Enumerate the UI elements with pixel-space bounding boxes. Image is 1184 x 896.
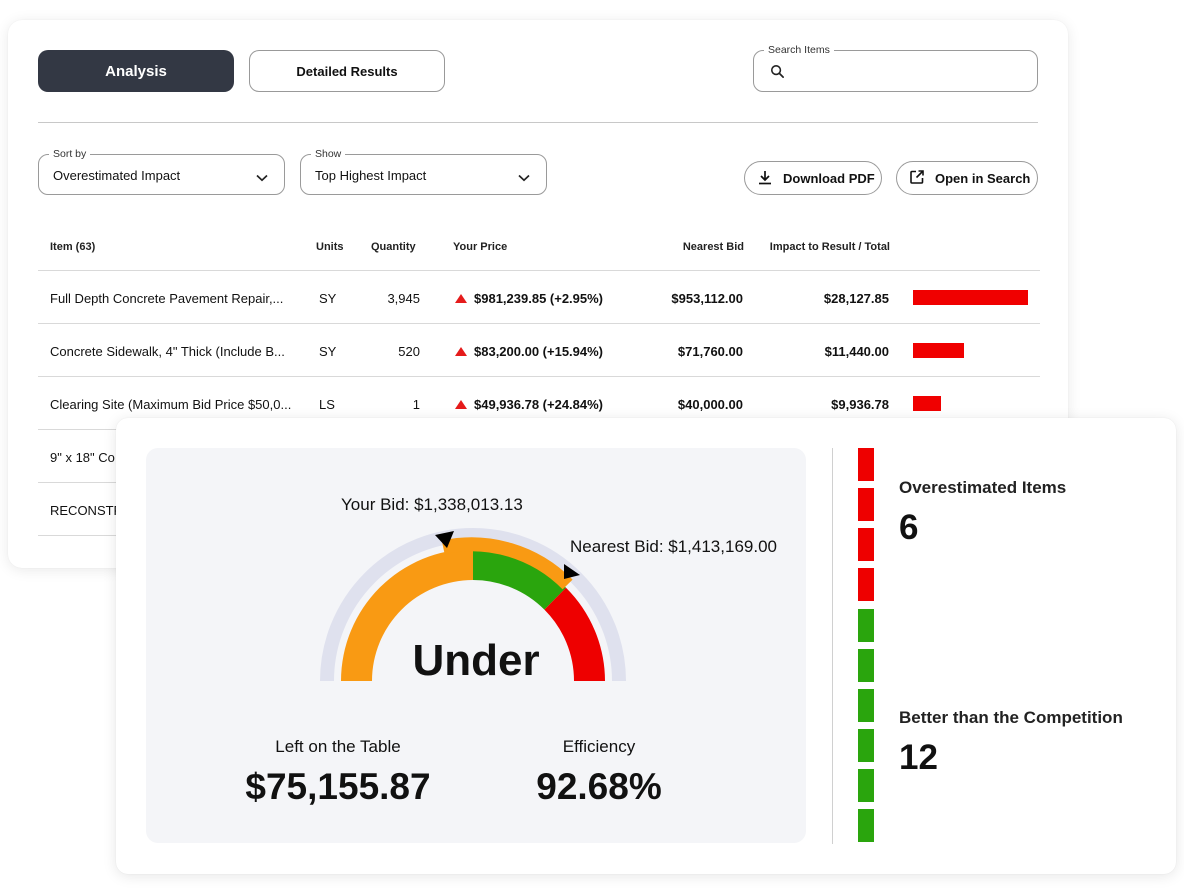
search-icon [770, 64, 785, 84]
impact-value: $28,127.85 [823, 291, 889, 306]
column-header-impact[interactable]: Impact to Result / Total [769, 241, 890, 253]
chevron-down-icon [256, 169, 268, 187]
impact-value: $11,440.00 [824, 344, 889, 359]
item-name: 9" x 18" Co [50, 450, 115, 465]
overestimated-items-value: 6 [899, 508, 919, 547]
better-than-competition-value: 12 [899, 738, 938, 777]
download-pdf-button[interactable]: Download PDF [744, 161, 882, 195]
gauge-under-segment [341, 549, 473, 681]
summary-card: Your Bid: $1,338,013.13 Nearest Bid: $1,… [116, 418, 1176, 874]
your-price: $83,200.00 (+15.94%) [455, 344, 603, 359]
column-header-quantity[interactable]: Quantity [371, 241, 416, 253]
impact-bar [913, 343, 964, 358]
item-name: Full Depth Concrete Pavement Repair,... [50, 291, 284, 306]
gauge-your-bid-band [441, 537, 573, 590]
item-units: SY [319, 291, 337, 306]
download-icon [757, 169, 783, 188]
show-value: Top Highest Impact [315, 168, 427, 183]
better-than-competition-label: Better than the Competition [899, 708, 1123, 727]
sort-by-select[interactable]: Sort by Overestimated Impact [38, 148, 285, 195]
open-in-search-button[interactable]: Open in Search [896, 161, 1038, 195]
left-on-table-label: Left on the Table [275, 737, 401, 756]
overestimated-items-label: Overestimated Items [899, 478, 1067, 497]
your-bid-marker [435, 531, 454, 548]
your-bid-label: Your Bid: $1,338,013.13 [341, 495, 523, 514]
vertical-divider [832, 448, 833, 844]
sort-by-value: Overestimated Impact [53, 168, 181, 183]
nearest-bid: $953,112.00 [671, 291, 743, 306]
item-name: Clearing Site (Maximum Bid Price $50,0..… [50, 397, 292, 412]
nearest-bid: $40,000.00 [677, 397, 743, 412]
gauge-track [320, 528, 626, 682]
item-name: RECONSTR [50, 503, 123, 518]
arrow-up-icon [455, 294, 467, 303]
item-name: Concrete Sidewalk, 4" Thick (Include B..… [50, 344, 285, 359]
item-quantity: 1 [412, 397, 420, 412]
arrow-up-icon [455, 347, 467, 356]
better-bar [858, 609, 874, 642]
your-price: $49,936.78 (+24.84%) [455, 397, 603, 412]
row-divider [38, 376, 1040, 377]
better-bar [858, 809, 874, 842]
column-header-nearest-bid[interactable]: Nearest Bid [682, 241, 744, 253]
row-divider [38, 323, 1040, 324]
efficiency-value: 92.68% [536, 766, 662, 807]
gauge-status: Under [412, 636, 540, 685]
nearest-bid-label: Nearest Bid: $1,413,169.00 [570, 537, 777, 556]
external-link-icon [909, 169, 935, 188]
nearest-bid: $71,760.00 [677, 344, 743, 359]
overestimated-bar [858, 448, 874, 481]
search-label: Search Items [764, 44, 834, 56]
gauge-near-segment [473, 549, 566, 610]
download-pdf-label: Download PDF [783, 170, 875, 186]
column-header-your-price[interactable]: Your Price [453, 241, 508, 253]
overestimated-bar [858, 568, 874, 601]
nearest-bid-marker [564, 564, 580, 579]
column-header-units[interactable]: Units [316, 241, 344, 253]
show-label: Show [311, 148, 346, 160]
open-in-search-label: Open in Search [935, 170, 1031, 186]
show-select[interactable]: Show Top Highest Impact [300, 148, 547, 195]
tab-analysis[interactable]: Analysis [38, 50, 234, 92]
tab-detailed-results[interactable]: Detailed Results [249, 50, 445, 92]
your-price-value: $83,200.00 (+15.94%) [474, 344, 604, 359]
divider [38, 122, 1038, 123]
chevron-down-icon [518, 169, 530, 187]
impact-bar [913, 290, 1028, 305]
item-quantity: 520 [398, 344, 420, 359]
efficiency-label: Efficiency [562, 737, 636, 756]
row-divider [38, 270, 1040, 271]
impact-value: $9,936.78 [831, 397, 889, 412]
better-bar [858, 769, 874, 802]
overestimated-bar [858, 528, 874, 561]
bid-gauge [320, 528, 626, 682]
gauge-panel: Your Bid: $1,338,013.13 Nearest Bid: $1,… [146, 448, 806, 843]
better-bar [858, 689, 874, 722]
overestimated-bar [858, 488, 874, 521]
better-bar [858, 729, 874, 762]
column-header-item[interactable]: Item (63) [50, 241, 96, 253]
arrow-up-icon [455, 400, 467, 409]
your-price-value: $981,239.85 (+2.95%) [474, 291, 604, 306]
sort-by-label: Sort by [49, 148, 91, 160]
search-input[interactable]: Search Items [753, 44, 1038, 92]
item-quantity: 3,945 [387, 291, 420, 306]
left-on-table-value: $75,155.87 [245, 766, 431, 807]
your-price-value: $49,936.78 (+24.84%) [474, 397, 604, 412]
better-bar [858, 649, 874, 682]
gauge-over-segment [544, 587, 605, 681]
item-units: LS [319, 397, 335, 412]
item-units: SY [319, 344, 337, 359]
your-price: $981,239.85 (+2.95%) [455, 291, 603, 306]
impact-bar [913, 396, 941, 411]
